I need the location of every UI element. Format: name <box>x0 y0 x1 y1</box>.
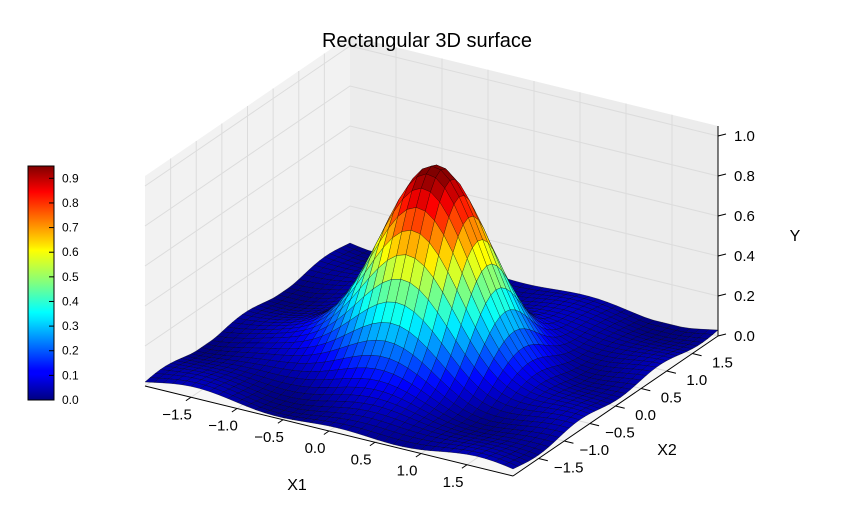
grid-line <box>144 165 719 307</box>
colorbar-tick-label: 0.4 <box>62 294 79 308</box>
y-tick-label: 0.0 <box>635 407 656 424</box>
grid-line <box>144 85 719 227</box>
z-tick-label: 0.4 <box>734 248 755 265</box>
z-tick-mark <box>717 173 727 177</box>
colorbar-tick-label: 0.8 <box>62 196 79 210</box>
grid-line <box>144 45 719 187</box>
z-tick-mark <box>717 293 727 297</box>
y-tick-mark <box>589 423 600 427</box>
colorbar-tick-label: 0.9 <box>62 171 79 185</box>
x-tick-label: 0.5 <box>351 451 372 468</box>
y-tick-mark <box>615 405 625 409</box>
y-tick-label: 1.0 <box>686 372 707 389</box>
z-axis-title: Y <box>790 228 801 245</box>
z-tick-label: 0.2 <box>734 288 755 305</box>
y-tick-mark <box>692 353 702 357</box>
y-axis-title: X2 <box>657 442 677 459</box>
y-tick-label: −1.5 <box>554 460 584 477</box>
z-tick-label: 0.6 <box>734 208 755 225</box>
x-tick-mark <box>461 464 468 469</box>
y-tick-mark <box>641 388 651 392</box>
x-tick-mark <box>185 396 192 402</box>
y-tick-mark <box>666 370 677 374</box>
z-tick-label: 1.0 <box>734 128 755 145</box>
colorbar-tick-label: 0.7 <box>62 221 79 235</box>
y-tick-label: 0.5 <box>661 390 682 407</box>
colorbar-tick-label: 0.1 <box>62 368 79 382</box>
colorbar-tick-label: 0.2 <box>62 344 79 358</box>
y-tick-mark <box>564 440 574 444</box>
x-tick-mark <box>369 441 376 447</box>
x-axis-title: X1 <box>287 477 307 494</box>
grid-line <box>144 125 719 267</box>
z-tick-mark <box>717 133 727 137</box>
colorbar: 0.0 0.1 0.2 0.3 0.4 0.5 0.6 0.7 0.8 0.9 <box>27 165 79 407</box>
chart-title: Rectangular 3D surface <box>322 30 532 52</box>
x-tick-mark <box>415 453 422 458</box>
z-tick-mark <box>717 253 727 257</box>
z-tick-mark <box>717 213 727 217</box>
z-tick-mark <box>717 333 727 337</box>
x-tick-mark <box>323 430 330 435</box>
surface-mesh <box>144 164 719 470</box>
x-tick-label: 1.0 <box>397 463 418 480</box>
x-tick-label: −1.0 <box>208 418 238 435</box>
x-tick-label: 0.0 <box>305 440 326 457</box>
x-tick-label: −1.5 <box>162 406 192 423</box>
colorbar-tick-label: 0.5 <box>62 270 79 284</box>
y-tick-label: 1.5 <box>712 355 733 372</box>
x-tick-label: 1.5 <box>443 474 464 491</box>
y-tick-label: −1.0 <box>579 442 609 459</box>
y-tick-label: −0.5 <box>605 425 635 442</box>
grid-line <box>144 205 719 347</box>
surface-cell <box>503 462 519 470</box>
colorbar-tick-label: 0.0 <box>62 393 79 407</box>
colorbar-gradient <box>27 165 55 401</box>
tick-labels: −1.5−1.0−0.50.00.51.01.5−1.5−1.0−0.50.00… <box>162 128 755 491</box>
colorbar-tick-label: 0.6 <box>62 245 79 259</box>
y-tick-mark <box>538 458 548 462</box>
colorbar-tick-label: 0.3 <box>62 319 79 333</box>
x-tick-label: −0.5 <box>254 429 284 446</box>
z-tick-label: 0.8 <box>734 168 755 185</box>
x-tick-mark <box>231 408 238 413</box>
x-tick-mark <box>277 419 284 424</box>
z-tick-label: 0.0 <box>734 328 755 345</box>
